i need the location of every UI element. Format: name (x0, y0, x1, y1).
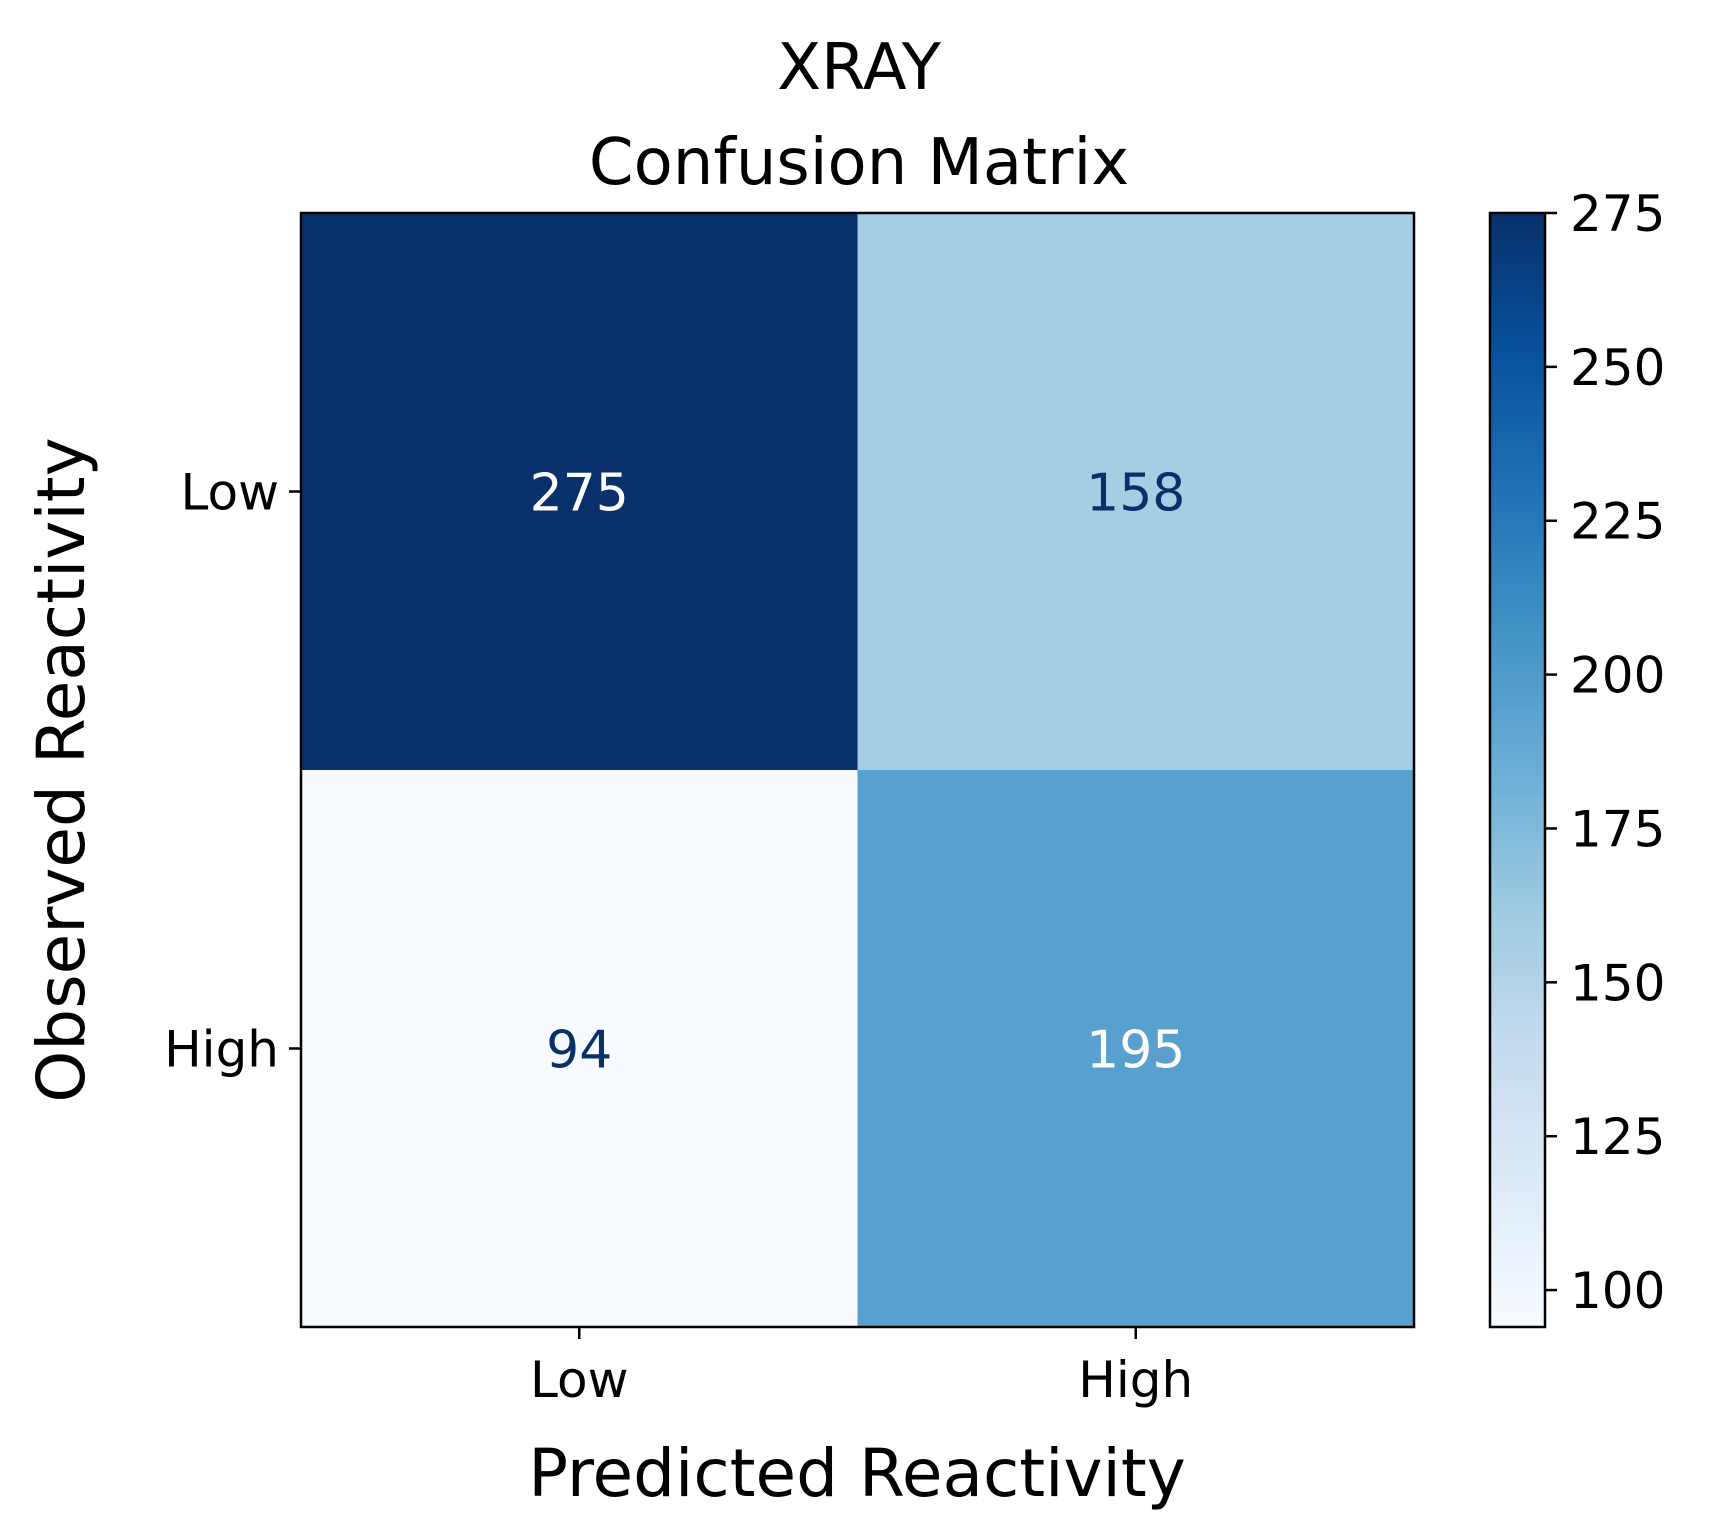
matrix-cell (857, 770, 1415, 1328)
matrix-cell-value: 195 (1086, 1021, 1185, 1081)
colorbar-tick-label: 225 (1570, 493, 1665, 551)
colorbar-tick-label: 125 (1570, 1108, 1665, 1166)
y-axis-label: Observed Reactivity (23, 437, 100, 1102)
matrix-cell (857, 213, 1415, 771)
y-tick-label: Low (181, 464, 279, 522)
chart-title-line-1: XRAY (777, 31, 942, 105)
colorbar-tick-label: 100 (1570, 1262, 1665, 1320)
matrix-cell (301, 770, 858, 1328)
colorbar-ticks: 100 125 150 175 200 225 250 275 (1545, 185, 1665, 1320)
x-tick-label: Low (530, 1351, 628, 1409)
matrix-cell-labels: 275 158 94 195 (530, 464, 1186, 1081)
colorbar (1488, 211, 1547, 1329)
colorbar-tick-label: 200 (1570, 647, 1665, 705)
colorbar-tick-label: 250 (1570, 339, 1665, 397)
chart-title-line-2: Confusion Matrix (589, 126, 1129, 200)
colorbar-tick-label: 175 (1570, 800, 1665, 858)
matrix-cell-value: 158 (1086, 464, 1185, 524)
colorbar-tick-label: 275 (1570, 185, 1665, 243)
y-tick-label: High (164, 1021, 279, 1079)
colorbar-tick-label: 150 (1570, 954, 1665, 1012)
matrix-cell (301, 213, 858, 771)
x-axis-label: Predicted Reactivity (528, 1435, 1186, 1512)
matrix-cell-value: 275 (530, 464, 629, 524)
y-axis-ticks: Low High (164, 464, 301, 1079)
matrix-cells (301, 213, 1415, 1328)
matrix-cell-value: 94 (546, 1021, 612, 1081)
plot-frame (299, 211, 1416, 1329)
x-axis-ticks: Low High (530, 1327, 1193, 1409)
x-tick-label: High (1078, 1351, 1193, 1409)
